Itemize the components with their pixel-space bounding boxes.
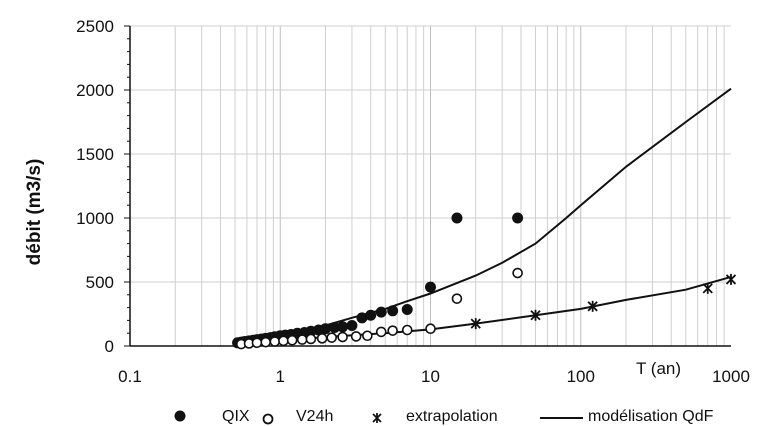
x-tick-label: 100 (567, 367, 595, 386)
v24h-point (251, 337, 263, 349)
extrapolation-point (725, 273, 737, 285)
v24h-point (326, 332, 337, 343)
qix-point (375, 306, 387, 318)
qix-point (365, 309, 377, 321)
legend-label-extrapolation: extrapolation (406, 408, 498, 425)
v24h-point (278, 335, 289, 347)
v24h-point (316, 333, 328, 344)
x-axis-ticks: 0.1 1 10 100 1000 (118, 367, 750, 386)
x-tick-label: 1 (276, 367, 285, 386)
qix-point (346, 320, 358, 332)
extrapolation-point (702, 282, 713, 294)
series-modelisation-qdf (234, 87, 732, 347)
qix-point (387, 305, 399, 317)
x-tick-label: 0.1 (118, 367, 142, 386)
y-tick-label: 500 (86, 273, 114, 292)
qix-point (451, 212, 463, 224)
y-axis-ticks: 0 500 1000 1500 2000 2500 (76, 17, 130, 356)
y-tick-label: 2500 (76, 17, 114, 36)
y-tick-label: 1000 (76, 209, 114, 228)
v24h-point (305, 333, 317, 345)
qdf-model-line-1 (234, 87, 732, 346)
qix-point (319, 323, 331, 335)
extrapolation-point (530, 309, 541, 321)
v24h-point (286, 334, 298, 346)
axes (129, 26, 731, 347)
qix-point (512, 212, 524, 224)
legend-label-v24h: V24h (296, 408, 333, 425)
qix-point (425, 281, 436, 293)
y-tick-label: 2000 (76, 81, 114, 100)
legend-label-qix: QIX (222, 408, 250, 425)
legend-marker-extrapolation (372, 413, 382, 423)
y-axis-title: débit (m3/s) (24, 159, 45, 266)
y-tick-label: 1500 (76, 145, 114, 164)
qix-point (401, 304, 413, 316)
v24h-point (337, 331, 348, 343)
v24h-point (269, 336, 281, 347)
v24h-point (362, 330, 373, 342)
x-tick-label: 10 (421, 367, 440, 386)
extrapolation-point (470, 318, 481, 330)
qix-point (337, 321, 349, 333)
legend: QIX V24h extrapolation modélisation QdF (174, 408, 714, 425)
v24h-point (401, 324, 413, 336)
v24h-point (375, 326, 387, 338)
v24h-point (451, 293, 463, 304)
legend-label-modelisation-qdf: modélisation QdF (588, 408, 714, 425)
qix-point (356, 312, 368, 324)
v24h-point (387, 325, 398, 336)
v24h-point (512, 267, 523, 279)
legend-marker-v24h (262, 413, 274, 425)
extrapolation-point (587, 300, 598, 312)
qix-point (329, 321, 341, 333)
legend-marker-qix (174, 410, 186, 422)
grid-lines (129, 25, 731, 346)
y-tick-label: 0 (105, 337, 114, 356)
v24h-point (260, 336, 271, 348)
x-axis-title: T (an) (636, 359, 681, 378)
data-points (232, 212, 737, 350)
v24h-point (296, 334, 308, 345)
x-tick-label: 1000 (712, 367, 750, 386)
v24h-point (425, 323, 436, 335)
v24h-point (350, 331, 362, 342)
